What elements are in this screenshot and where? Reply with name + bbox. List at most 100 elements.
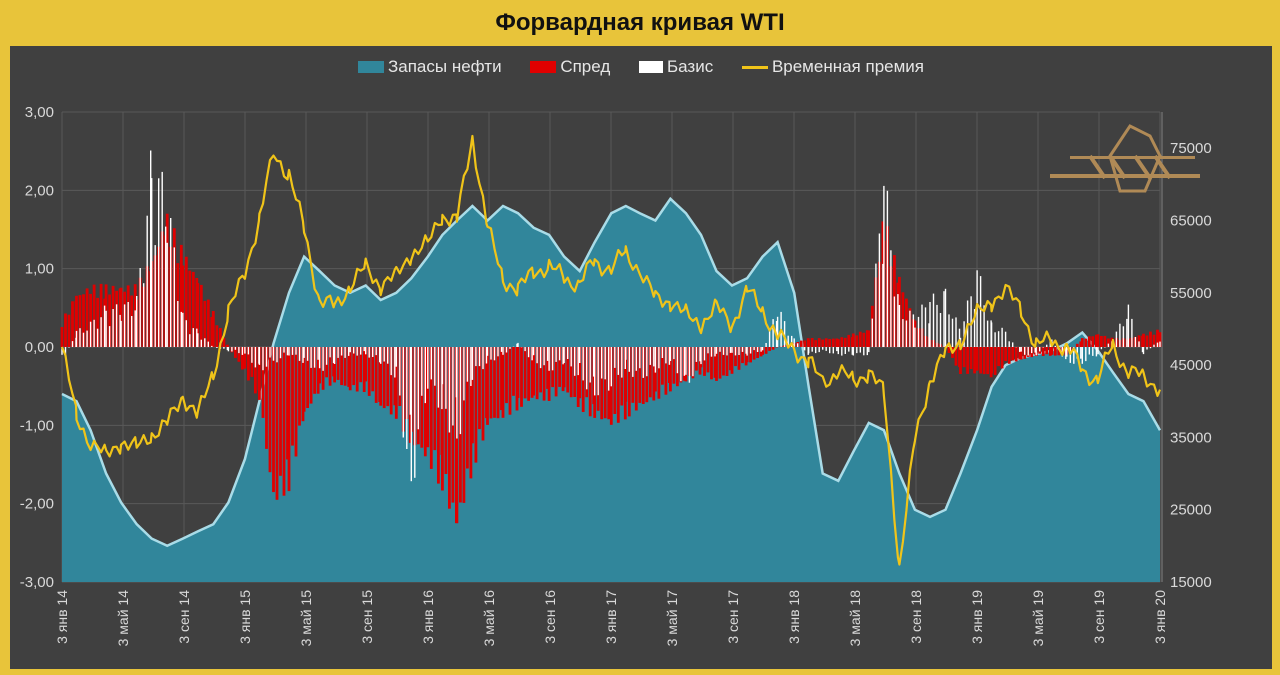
spread-bar	[1152, 334, 1156, 347]
basis-bar	[325, 347, 328, 365]
spread-bar	[855, 335, 859, 347]
basis-bar	[241, 347, 244, 355]
spread-bar	[347, 347, 351, 387]
spread-bar	[558, 347, 561, 387]
basis-bar	[1146, 347, 1148, 350]
spread-bar	[672, 347, 676, 384]
basis-bar	[601, 347, 603, 379]
spread-bar	[729, 347, 732, 371]
basis-bar	[608, 347, 610, 391]
x-tick-label: 3 янв 16	[420, 590, 436, 644]
basis-bar	[639, 347, 641, 369]
basis-bar	[890, 250, 892, 347]
y-left-tick-label: 0,00	[25, 339, 54, 356]
basis-bar	[825, 347, 827, 351]
basis-bar	[594, 347, 596, 396]
basis-bar	[475, 347, 477, 367]
spread-bar	[1158, 332, 1162, 347]
basis-bar	[372, 347, 374, 357]
basis-bar	[1001, 327, 1003, 347]
basis-bar	[105, 310, 107, 347]
basis-bar	[185, 320, 187, 347]
spread-bar	[741, 347, 744, 364]
spread-bar	[990, 347, 993, 374]
y-right-tick-label: 45000	[1170, 357, 1212, 374]
basis-bar	[939, 313, 942, 347]
basis-bar	[173, 247, 175, 347]
spread-bar	[824, 338, 828, 347]
spread-bar	[512, 347, 515, 396]
y-left-tick-label: 1,00	[25, 261, 54, 278]
basis-bar	[1066, 347, 1068, 357]
spread-bar	[516, 347, 520, 398]
spread-bar	[382, 347, 386, 409]
spread-bar	[817, 338, 821, 347]
basis-bar	[658, 347, 660, 369]
basis-bar	[344, 347, 346, 358]
spread-bar	[831, 338, 835, 347]
basis-bar	[204, 338, 206, 347]
spread-bar	[975, 347, 979, 371]
basis-bar	[207, 341, 209, 347]
basis-bar	[1065, 347, 1067, 360]
basis-bar	[1126, 318, 1128, 347]
spread-bar	[1156, 329, 1159, 347]
basis-bar	[363, 347, 365, 352]
spread-bar	[1103, 335, 1107, 347]
legend-label-basis: Базис	[666, 56, 714, 76]
basis-bar	[563, 347, 565, 363]
basis-bar	[883, 185, 885, 347]
basis-bar	[731, 347, 733, 353]
basis-bar	[875, 263, 877, 347]
basis-bar	[158, 178, 160, 347]
basis-bar	[61, 347, 63, 355]
basis-bar	[859, 347, 861, 353]
basis-bar	[288, 347, 290, 356]
basis-bar	[1119, 323, 1121, 347]
legend-item-premium: Временная премия	[741, 57, 924, 77]
basis-bar	[719, 347, 721, 352]
spread-bar	[474, 347, 478, 463]
spread-bar	[478, 347, 481, 430]
spread-bar	[600, 347, 604, 420]
y-right-tick-label: 15000	[1170, 574, 1212, 591]
basis-bar	[714, 347, 716, 357]
basis-bar	[673, 347, 675, 360]
basis-bar	[958, 328, 961, 347]
basis-bar	[1095, 347, 1098, 357]
basis-bar	[695, 347, 698, 362]
x-tick-label: 3 май 15	[298, 590, 314, 647]
spread-bar	[527, 347, 530, 401]
basis-bar	[841, 347, 843, 356]
x-tick-label: 3 май 18	[847, 590, 863, 647]
spread-bar	[471, 347, 474, 444]
basis-bar	[482, 347, 484, 370]
spread-bar	[1142, 333, 1145, 347]
spread-bar	[1107, 338, 1110, 347]
basis-bar	[103, 305, 106, 347]
spread-bar	[703, 347, 706, 376]
basis-bar	[699, 347, 701, 362]
spread-bar	[562, 347, 566, 388]
basis-bar	[793, 338, 795, 347]
x-tick-label: 3 сен 14	[176, 590, 192, 644]
spread-bar	[500, 347, 503, 411]
spread-bar	[669, 347, 672, 392]
spread-bar	[851, 333, 855, 347]
basis-bar	[517, 342, 519, 347]
spread-bar	[1041, 347, 1045, 356]
basis-bar	[761, 347, 764, 351]
basis-bar	[1115, 331, 1118, 347]
basis-bar	[570, 347, 572, 367]
basis-bar	[108, 326, 111, 347]
spread-bar	[578, 347, 582, 399]
spread-bar	[962, 347, 966, 368]
basis-bar	[196, 328, 198, 347]
basis-bar	[665, 347, 667, 364]
basis-bar	[226, 347, 229, 351]
basis-bar	[509, 347, 511, 349]
basis-bar	[610, 347, 612, 387]
spread-bar	[764, 347, 768, 354]
spread-bar	[810, 338, 814, 347]
basis-bar	[558, 347, 561, 361]
